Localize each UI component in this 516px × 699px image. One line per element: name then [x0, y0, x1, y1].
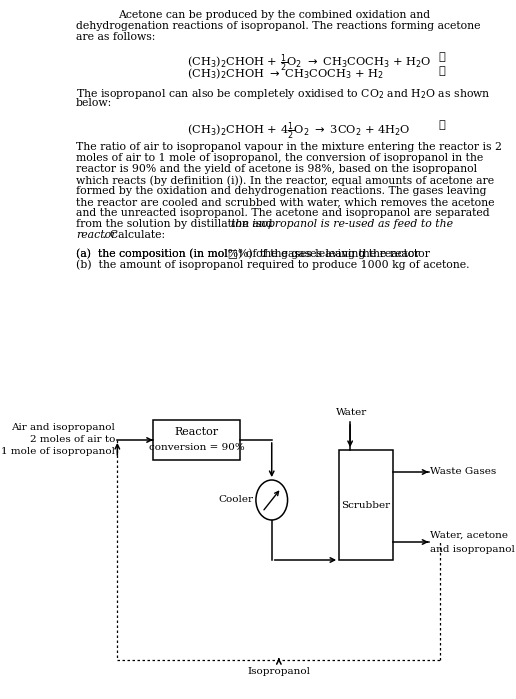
Bar — [153, 420, 240, 460]
Text: . Calculate:: . Calculate: — [103, 230, 165, 240]
Text: Acetone can be produced by the combined oxidation and: Acetone can be produced by the combined … — [118, 10, 430, 20]
Text: The ratio of air to isopropanol vapour in the mixture entering the reactor is 2: The ratio of air to isopropanol vapour i… — [76, 142, 502, 152]
Text: reactor is 90% and the yield of acetone is 98%, based on the isopropanol: reactor is 90% and the yield of acetone … — [76, 164, 477, 174]
Text: ②: ② — [439, 66, 446, 76]
Bar — [339, 450, 393, 560]
Text: Scrubber: Scrubber — [342, 500, 391, 510]
Text: Cooler: Cooler — [218, 496, 253, 505]
Text: the reactor are cooled and scrubbed with water, which removes the acetone: the reactor are cooled and scrubbed with… — [76, 197, 495, 207]
Text: and the unreacted isopropanol. The acetone and isopropanol are separated: and the unreacted isopropanol. The aceto… — [76, 208, 490, 218]
Text: (CH$_3$)$_2$CHOH + $\frac{1}{2}$O$_2$ $\rightarrow$ CH$_3$COCH$_3$ + H$_2$O: (CH$_3$)$_2$CHOH + $\frac{1}{2}$O$_2$ $\… — [187, 52, 431, 73]
Text: ③: ③ — [439, 120, 446, 130]
Text: which reacts (by definition (i)). In the reactor, equal amounts of acetone are: which reacts (by definition (i)). In the… — [76, 175, 494, 185]
Text: (b)  the amount of isopropanol required to produce 1000 kg of acetone.: (b) the amount of isopropanol required t… — [76, 259, 470, 270]
Text: below:: below: — [76, 98, 112, 108]
Text: (a)  the composition (in mol□%) of the gases leaving the reactor: (a) the composition (in mol□%) of the ga… — [76, 248, 430, 259]
Text: formed by the oxidation and dehydrogenation reactions. The gases leaving: formed by the oxidation and dehydrogenat… — [76, 186, 487, 196]
Text: ①: ① — [439, 52, 446, 62]
Text: (a)  the composition (in mol%) of the gases leaving the reactor: (a) the composition (in mol%) of the gas… — [76, 248, 420, 259]
Text: the isopropanol is re-used as feed to the: the isopropanol is re-used as feed to th… — [231, 219, 454, 229]
Text: Waste Gases: Waste Gases — [430, 468, 496, 477]
Text: Reactor: Reactor — [174, 427, 219, 437]
Text: Isopropanol: Isopropanol — [247, 668, 310, 677]
Text: are as follows:: are as follows: — [76, 32, 155, 42]
Text: reactor: reactor — [76, 230, 117, 240]
Text: 2 moles of air to: 2 moles of air to — [29, 435, 115, 445]
Text: The isopropanol can also be completely oxidised to CO$_2$ and H$_2$O as shown: The isopropanol can also be completely o… — [76, 87, 491, 101]
Text: dehydrogenation reactions of isopropanol. The reactions forming acetone: dehydrogenation reactions of isopropanol… — [76, 21, 481, 31]
Text: and isopropanol: and isopropanol — [430, 545, 515, 554]
Text: 1 mole of isopropanol: 1 mole of isopropanol — [1, 447, 115, 456]
Text: Water, acetone: Water, acetone — [430, 531, 508, 540]
Text: from the solution by distillation and: from the solution by distillation and — [76, 219, 276, 229]
Text: conversion = 90%: conversion = 90% — [149, 443, 245, 452]
Text: Air and isopropanol: Air and isopropanol — [11, 422, 115, 431]
Text: (CH$_3$)$_2$CHOH + 4$\frac{1}{2}$O$_2$ $\rightarrow$ 3CO$_2$ + 4H$_2$O: (CH$_3$)$_2$CHOH + 4$\frac{1}{2}$O$_2$ $… — [187, 120, 411, 142]
Circle shape — [256, 480, 287, 520]
Text: Water: Water — [336, 408, 367, 417]
Text: (CH$_3$)$_2$CHOH $\rightarrow$ CH$_3$COCH$_3$ + H$_2$: (CH$_3$)$_2$CHOH $\rightarrow$ CH$_3$COC… — [187, 66, 384, 80]
Text: moles of air to 1 mole of isopropanol, the conversion of isopropanol in the: moles of air to 1 mole of isopropanol, t… — [76, 153, 483, 163]
